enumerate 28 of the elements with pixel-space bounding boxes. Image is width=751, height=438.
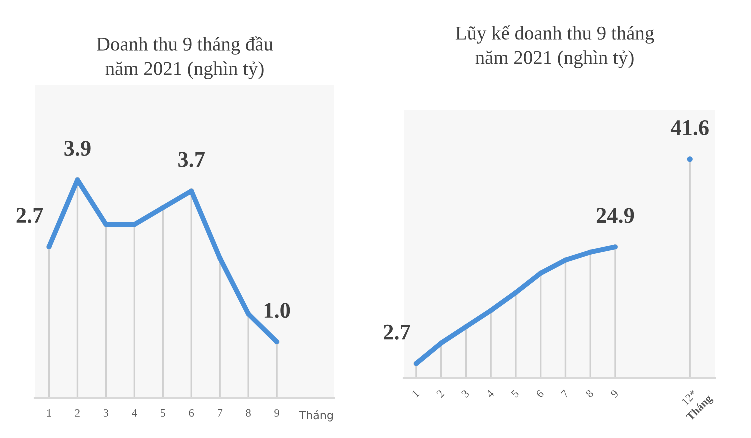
x-tick-label: 8: [586, 390, 594, 398]
chart-title: Lũy kế doanh thu 9 tháng năm 2021 (nghìn tỷ): [456, 26, 654, 68]
x-tick-label: 9: [274, 409, 280, 417]
x-tick-label: 4: [486, 390, 495, 398]
x-tick-label: 7: [218, 410, 223, 417]
data-label: 3.7: [178, 152, 205, 168]
x-tick-label: 8: [246, 409, 251, 417]
x-axis-title: Tháng: [299, 410, 333, 422]
x-tick-label: 1: [47, 409, 52, 417]
x-tick-label: 4: [132, 410, 138, 417]
data-label: 24.9: [596, 208, 634, 224]
x-tick-label: 2: [75, 409, 80, 417]
x-tick-label: 6: [189, 409, 194, 417]
data-label: 1.0: [264, 303, 290, 318]
x-tick-label: 6: [536, 390, 545, 398]
x-tick-label: 3: [461, 390, 470, 398]
data-label: 41.6: [670, 120, 709, 136]
data-label: 3.9: [64, 141, 91, 156]
x-tick-label: 5: [511, 390, 520, 398]
x-tick-label: 9: [610, 390, 620, 398]
x-tick-label: 5: [161, 410, 166, 417]
chart-title: Doanh thu 9 tháng đầu năm 2021 (nghìn tỷ): [96, 36, 274, 80]
x-tick-label: 7: [561, 390, 570, 398]
data-label: 2.7: [16, 208, 44, 224]
x-tick-label: 3: [104, 409, 109, 417]
data-label: 2.7: [384, 324, 410, 340]
x-tick-label: 1: [412, 390, 420, 398]
x-tick-label: 2: [436, 390, 445, 398]
